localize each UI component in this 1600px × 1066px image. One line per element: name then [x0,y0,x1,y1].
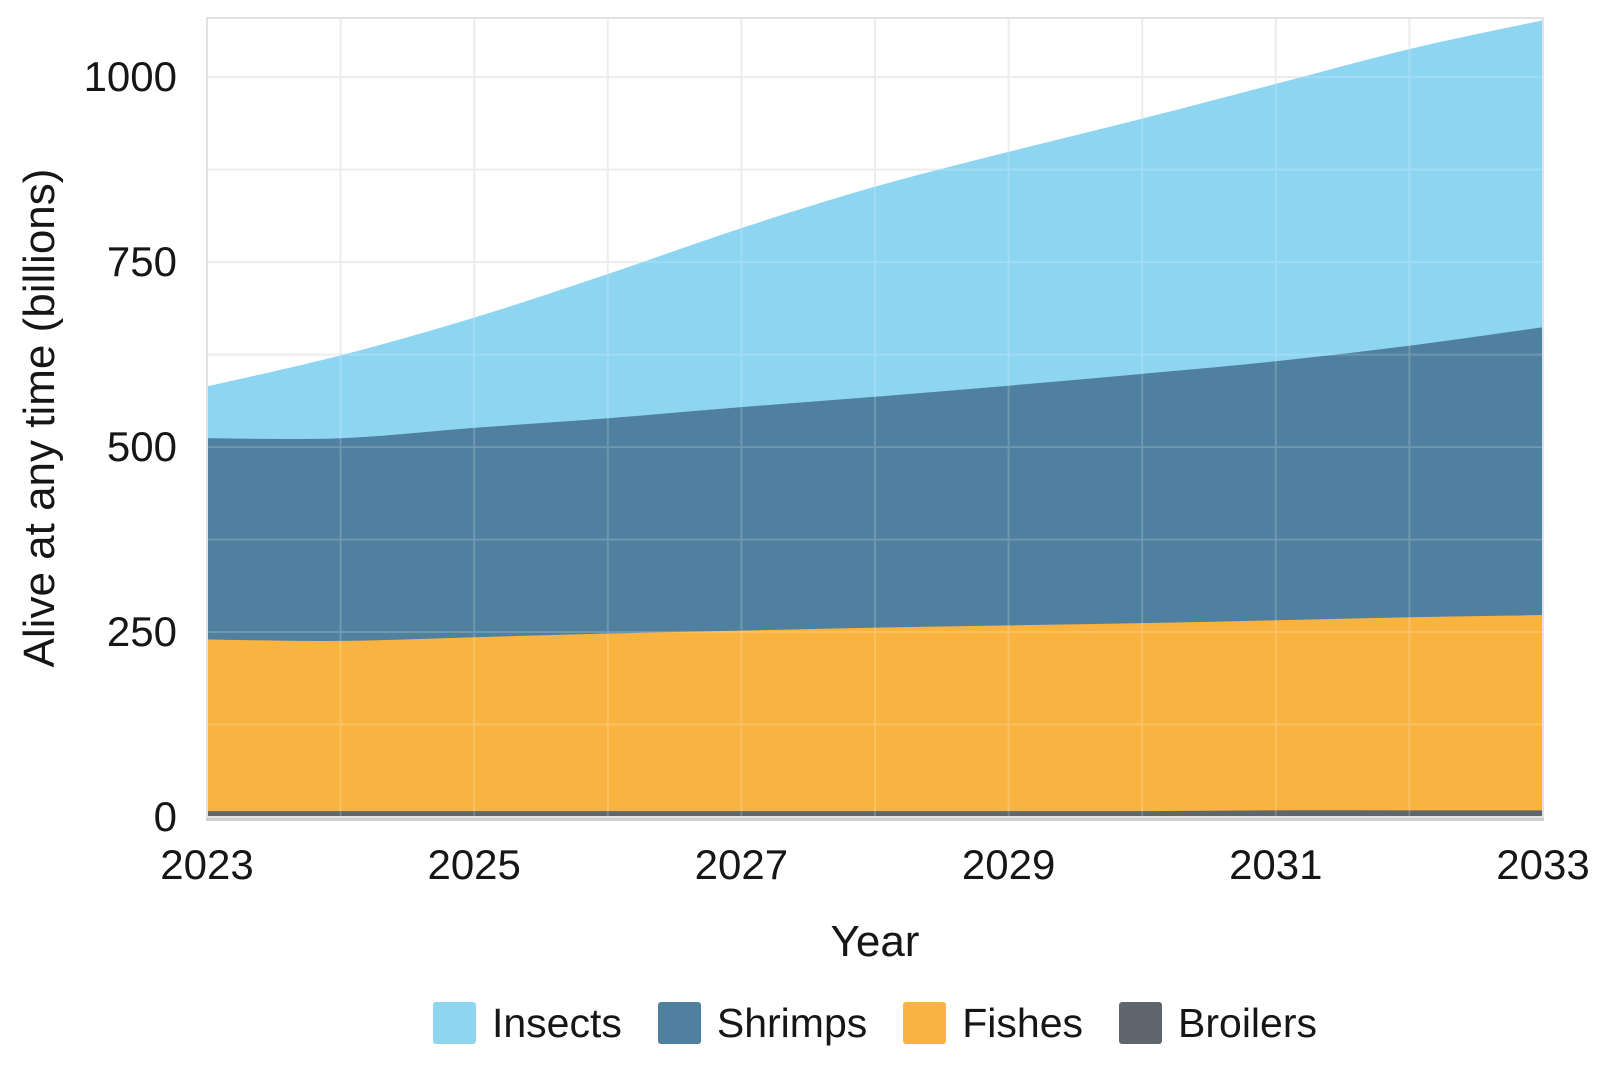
legend-item-shrimps: Shrimps [657,998,868,1048]
area-broilers [207,810,1543,817]
y-tick-label: 250 [106,608,177,656]
legend-item-insects: Insects [432,998,622,1048]
legend-item-broilers: Broilers [1119,998,1317,1048]
x-axis-title: Year [830,917,920,966]
y-tick-label: 0 [153,793,177,840]
shrimps-swatch-icon [657,1002,701,1044]
y-tick-label: 500 [106,423,177,471]
plot-border [206,17,1544,818]
x-tick-label: 2027 [694,841,789,888]
broilers-swatch-icon [1119,1002,1163,1044]
y-tick-label: 1000 [83,53,177,101]
y-axis-title: Alive at any time (billions) [15,168,64,668]
fishes-swatch-icon [903,1002,947,1044]
insects-swatch-icon [432,1002,476,1044]
x-tick-label: 2025 [427,841,521,888]
area-fishes [207,615,1543,817]
x-tick-label: 2023 [160,841,254,888]
x-tick-label: 2033 [1496,841,1590,888]
x-tick-label: 2031 [1229,841,1323,888]
legend-label-insects: Insects [491,1000,622,1046]
y-tick-label: 750 [106,238,177,286]
legend: Insects Shrimps Fishes Broilers [207,998,1543,1048]
legend-label-shrimps: Shrimps [716,1000,868,1046]
legend-item-fishes: Fishes [903,998,1083,1048]
legend-label-fishes: Fishes [962,1000,1084,1046]
legend-label-broilers: Broilers [1178,1000,1317,1046]
x-tick-label: 2029 [961,841,1056,888]
